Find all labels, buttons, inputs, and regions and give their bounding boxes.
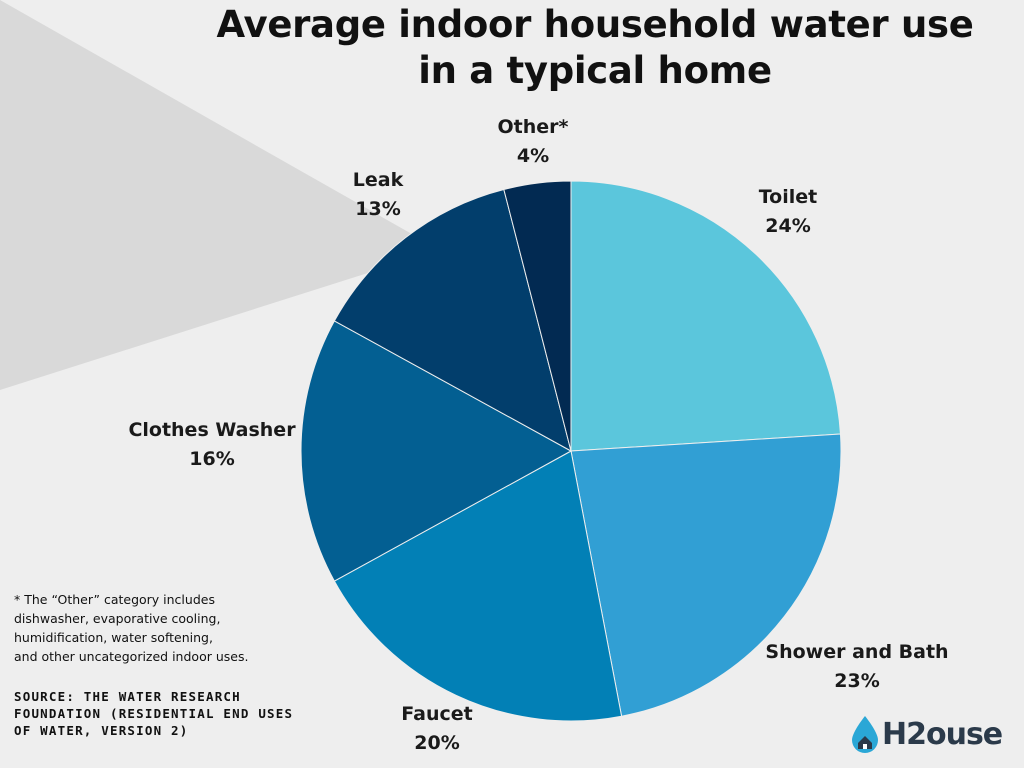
slice-value-label: 4% <box>517 145 549 167</box>
footnote-line: and other uncategorized indoor uses. <box>14 649 249 664</box>
pie-slice-toilet <box>570 180 842 452</box>
source-citation: SOURCE: THE WATER RESEARCH FOUNDATION (R… <box>14 689 294 738</box>
water-drop-house-icon <box>852 716 878 753</box>
slice-category-label: Faucet <box>401 703 472 725</box>
slice-category-label: Other* <box>498 116 569 138</box>
logo-wordmark: H2ouse <box>882 716 1003 752</box>
pie-slice-leak <box>333 188 572 452</box>
slice-category-label: Toilet <box>759 186 817 208</box>
footnote-line: humidification, water softening, <box>14 630 213 645</box>
pie-slice-faucet <box>333 450 623 722</box>
chart-title-line-2: in a typical home <box>418 49 772 92</box>
brand-logo[interactable]: H2ouse <box>850 712 1010 756</box>
chart-title: Average indoor household water use in a … <box>200 2 990 94</box>
chart-title-line-1: Average indoor household water use <box>216 3 974 46</box>
slice-value-label: 24% <box>765 215 810 237</box>
pie-slices <box>300 180 842 722</box>
footnote-line: dishwasher, evaporative cooling, <box>14 611 221 626</box>
pie-slice-other <box>503 180 572 452</box>
footnote: * The “Other” category includes dishwash… <box>14 590 314 666</box>
slice-value-label: 16% <box>189 448 234 470</box>
pie-slice-shower-and-bath <box>570 433 842 717</box>
slice-category-label: Shower and Bath <box>765 641 948 663</box>
pie-labels: Toilet 24% Shower and Bath 23% Faucet 20% Clot… <box>128 116 948 754</box>
slice-value-label: 20% <box>414 732 459 754</box>
slice-value-label: 23% <box>834 670 879 692</box>
slice-value-label: 13% <box>355 198 400 220</box>
footnote-line: * The “Other” category includes <box>14 592 215 607</box>
slice-category-label: Clothes Washer <box>128 419 296 441</box>
pie-slice-clothes-washer <box>300 320 573 582</box>
slice-category-label: Leak <box>353 169 404 191</box>
